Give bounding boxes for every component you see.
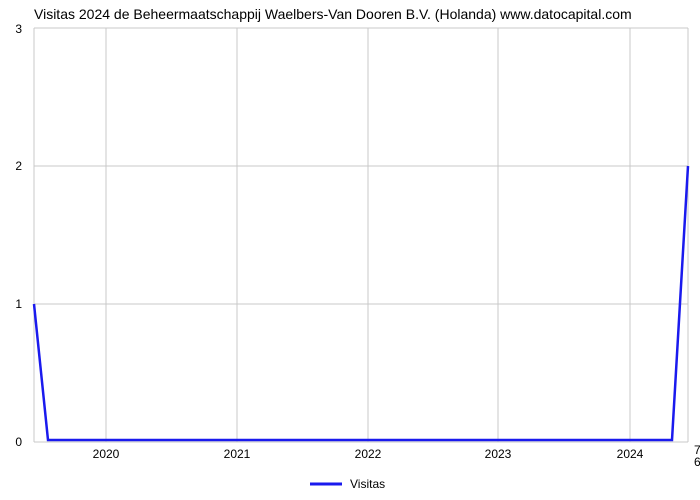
visits-line-chart: Visitas 2024 de Beheermaatschappij Waelb…	[0, 0, 700, 500]
x-tick-2020: 2020	[93, 447, 120, 461]
y-right-bottom: 6	[694, 455, 700, 469]
y-left-tick-3: 3	[15, 22, 22, 36]
y-left-tick-2: 2	[15, 159, 22, 173]
x-tick-2024: 2024	[617, 447, 644, 461]
legend-label: Visitas	[350, 477, 385, 491]
y-left-ticks: 0 1 2 3	[15, 22, 22, 449]
y-left-tick-1: 1	[15, 297, 22, 311]
legend: Visitas	[310, 477, 385, 491]
chart-svg: 0 1 2 3 7 6 2020 2021 2022 2023 2024 Vis…	[0, 0, 700, 500]
x-ticks: 2020 2021 2022 2023 2024	[93, 447, 644, 461]
x-tick-2023: 2023	[485, 447, 512, 461]
plot-bg	[34, 28, 688, 442]
x-tick-2022: 2022	[355, 447, 382, 461]
y-right-labels: 7 6	[694, 443, 700, 469]
y-left-tick-0: 0	[15, 435, 22, 449]
chart-title: Visitas 2024 de Beheermaatschappij Waelb…	[34, 6, 632, 22]
x-tick-2021: 2021	[224, 447, 251, 461]
